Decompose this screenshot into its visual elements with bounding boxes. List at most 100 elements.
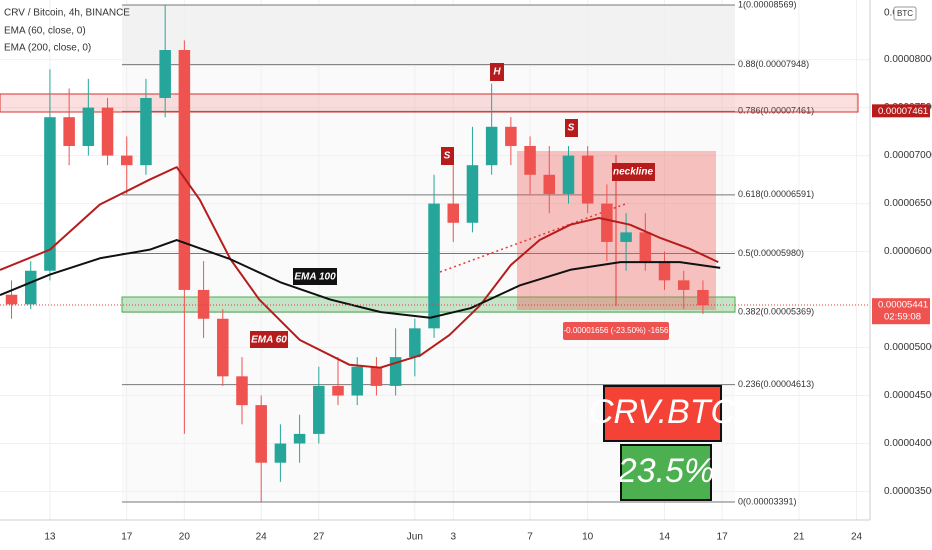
y-tick-label: 0.00007000	[884, 150, 932, 161]
unit-badge	[893, 6, 917, 21]
tag-bg	[565, 119, 578, 137]
ema-line	[0, 239, 721, 319]
x-tick-label: 27	[313, 532, 325, 543]
candle-body	[485, 126, 498, 166]
x-tick-label: 17	[717, 532, 729, 543]
candle-body	[389, 357, 402, 386]
measure-label-bg	[563, 322, 669, 340]
fib-label: 0.786(0.00007461)	[738, 106, 814, 116]
fib-label: 0.618(0.00006591)	[738, 189, 814, 199]
candle-body	[82, 107, 95, 146]
chart-title: CRV / Bitcoin, 4h, BINANCE	[4, 8, 130, 19]
y-tick-label: 0.0	[884, 8, 898, 19]
candle-body	[293, 433, 306, 444]
fib-label: 0(0.00003391)	[738, 496, 797, 506]
ema-line	[0, 166, 719, 369]
fib-label: 0.88(0.00007948)	[738, 59, 809, 69]
candle-body	[370, 366, 383, 386]
legend-entry: EMA (60, close, 0)	[4, 26, 86, 37]
head-label: H	[493, 67, 501, 78]
candle-body	[197, 289, 210, 319]
candle-body	[236, 376, 248, 406]
y-tick-label: 0.00004000	[884, 438, 932, 449]
candle-body	[101, 107, 114, 156]
candle-body	[658, 261, 671, 281]
fib-label: 0.236(0.00004613)	[738, 379, 814, 389]
y-tick-label: 0.00006000	[884, 246, 932, 257]
x-tick-label: 13	[44, 532, 56, 543]
candle-body	[562, 155, 575, 194]
price-badge-label: 0.00007461	[878, 106, 928, 117]
candle-body	[543, 174, 556, 194]
candle-body	[428, 203, 440, 329]
fib-label: 0.5(0.00005980)	[738, 248, 804, 258]
candle-body	[44, 117, 56, 271]
percent-box	[620, 444, 712, 501]
candle-body	[274, 443, 287, 463]
candle-body	[140, 97, 152, 166]
price-badge	[872, 298, 930, 325]
candle-body	[178, 50, 191, 290]
fib-label: 1(0.00008569)	[738, 0, 797, 9]
tag-bg	[293, 268, 337, 285]
y-tick-label: 0.00004500	[884, 390, 932, 401]
candle-body	[255, 405, 267, 463]
x-tick-label: 20	[179, 532, 191, 543]
candle-body	[24, 270, 37, 305]
neckline	[439, 202, 629, 273]
legend-entry: EMA (200, close, 0)	[4, 43, 91, 54]
tag-bg	[441, 147, 454, 165]
y-tick-label: 0.00006500	[884, 198, 932, 209]
candle-body	[697, 289, 709, 306]
resistance-zone	[0, 93, 859, 113]
x-tick-label: 21	[793, 532, 805, 543]
price-badge-label: 0.00005441	[878, 300, 928, 311]
candle-body	[677, 280, 690, 290]
fib-label: 0.382(0.00005369)	[738, 306, 814, 316]
y-tick-label: 0.00008000	[884, 54, 932, 65]
y-tick-label: 0.00005000	[884, 342, 932, 353]
neckline-label: neckline	[613, 167, 653, 178]
candle-body	[409, 328, 421, 358]
symbol-box	[603, 385, 722, 442]
annotations: H S S neckline EMA 100 EMA 60	[250, 63, 655, 348]
x-tick-label: 3	[450, 532, 456, 543]
x-tick-label: Jun	[407, 532, 423, 543]
candle-body	[217, 318, 229, 377]
ema60-label: EMA 60	[251, 335, 287, 346]
shoulder-label: S	[444, 151, 451, 162]
ema100-label: EMA 100	[294, 272, 336, 283]
tag-bg	[612, 163, 655, 181]
plot	[0, 4, 721, 503]
x-tick-label: 10	[582, 532, 594, 543]
candle-body	[447, 203, 460, 223]
countdown-label: 02:59:08	[884, 312, 921, 323]
candle-body	[620, 232, 632, 242]
x-tick-label: 17	[121, 532, 133, 543]
candle-body	[5, 294, 18, 305]
unit-label: BTC	[897, 9, 913, 18]
x-tick-label: 24	[851, 532, 863, 543]
measure-label: -0.00001656 (-23.50%) -1656	[564, 326, 670, 335]
price-badge	[872, 104, 930, 118]
candle-body	[581, 155, 594, 204]
candle-body	[313, 385, 325, 434]
shoulder-label: S	[568, 123, 575, 134]
fib-levels: 1(0.00008569) 0.88(0.00007948) 0.786(0.000…	[122, 0, 814, 506]
fib-band	[122, 5, 735, 66]
candle-body	[466, 165, 479, 223]
candle-body	[159, 50, 171, 98]
candle-body	[332, 385, 344, 396]
y-tick-label: 0.00003500	[884, 486, 932, 497]
symbol-label: CRV.BTC	[589, 393, 736, 431]
candle-body	[63, 117, 75, 146]
candle-body	[505, 126, 517, 146]
candle-body	[639, 232, 652, 262]
x-tick-label: 24	[256, 532, 268, 543]
candle-body	[524, 145, 536, 175]
candle-body	[601, 203, 613, 242]
candle-body	[351, 366, 363, 396]
x-tick-label: 7	[527, 532, 533, 543]
candle-body	[120, 155, 133, 166]
